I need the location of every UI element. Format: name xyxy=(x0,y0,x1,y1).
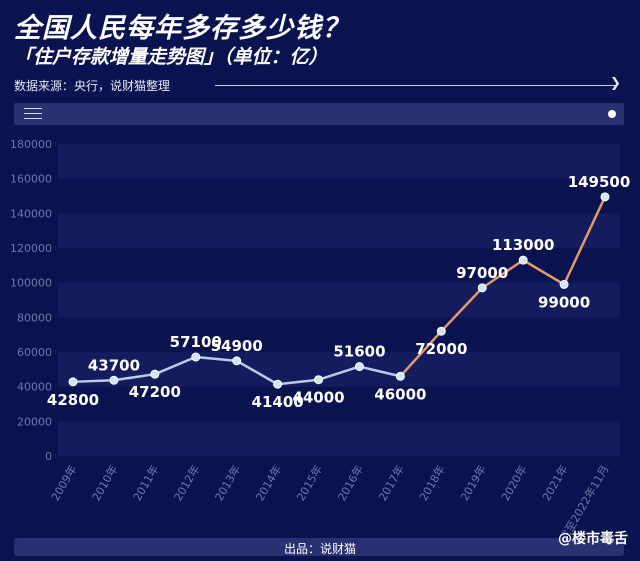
series-line-segment xyxy=(399,329,443,378)
data-label: 46000 xyxy=(374,385,426,403)
x-tick-label: 2011年 xyxy=(130,463,162,504)
data-label: 72000 xyxy=(415,340,467,358)
watermark: @楼市毒舌 xyxy=(558,531,628,547)
x-tick-label: 2019年 xyxy=(457,463,489,504)
footer-bar xyxy=(14,538,624,556)
chart-title: 全国人民每年多存多少钱？ xyxy=(14,13,350,44)
data-label: 41400 xyxy=(252,393,304,411)
y-tick-label: 100000 xyxy=(10,277,52,290)
series-line-segment xyxy=(194,355,238,363)
y-tick-label: 0 xyxy=(45,450,52,463)
grid-band xyxy=(58,213,620,248)
data-point xyxy=(232,356,242,366)
data-point xyxy=(477,283,487,293)
menu-icon[interactable] xyxy=(24,108,42,120)
data-label: 42800 xyxy=(47,391,99,409)
data-label: 99000 xyxy=(538,293,590,311)
series-line-segment xyxy=(562,195,607,286)
x-tick-label: 2009年 xyxy=(48,463,80,504)
chart-subtitle: 「住户存款增量走势图」（单位：亿） xyxy=(14,46,328,68)
data-point xyxy=(354,362,364,372)
data-point xyxy=(518,255,528,265)
grid-band xyxy=(58,421,620,456)
y-tick-label: 80000 xyxy=(17,311,52,324)
y-tick-label: 160000 xyxy=(10,173,52,186)
series-line-segment xyxy=(235,359,279,386)
x-tick-label: 2020年 xyxy=(498,463,530,504)
data-point xyxy=(68,377,78,387)
series-line-segment xyxy=(71,379,116,384)
series-line-segment xyxy=(440,286,484,333)
series-line-segment xyxy=(521,258,566,286)
series-line-segment xyxy=(276,378,320,386)
data-label: 54900 xyxy=(211,337,263,355)
data-point xyxy=(273,379,283,389)
data-label: 113000 xyxy=(492,236,555,254)
x-tick-label: 2018年 xyxy=(416,463,448,504)
x-tick-label: 2016年 xyxy=(334,463,366,504)
line-chart: 0 20000 40000 60000 80000 100000 120000 140000 1… xyxy=(10,138,631,535)
x-tick-label: 2017年 xyxy=(375,463,407,504)
x-tick-label: 2012年 xyxy=(171,463,203,504)
data-label: 51600 xyxy=(333,343,385,361)
chevron-right-icon: ❯ xyxy=(610,76,621,91)
y-tick-label: 40000 xyxy=(17,381,52,394)
data-label: 44000 xyxy=(292,389,344,407)
series-line-segment xyxy=(480,258,525,290)
x-tick-label: 2010年 xyxy=(89,463,121,504)
y-tick-label: 120000 xyxy=(10,242,52,255)
grid-band xyxy=(58,352,620,387)
data-point xyxy=(109,375,119,385)
data-label: 47200 xyxy=(129,383,181,401)
data-point xyxy=(191,352,201,362)
data-label: 57100 xyxy=(170,333,222,351)
footer-credit: 出品：说财猫 xyxy=(283,542,356,556)
dot-icon xyxy=(608,110,616,118)
y-tick-label: 60000 xyxy=(17,346,52,359)
x-tick-label: 2014年 xyxy=(253,463,285,504)
data-label: 97000 xyxy=(456,264,508,282)
data-point xyxy=(314,375,324,385)
data-label: 149500 xyxy=(568,173,631,191)
data-source: 数据来源：央行，说财猫整理 xyxy=(14,79,171,93)
source-divider xyxy=(215,85,615,86)
data-point xyxy=(395,371,405,381)
data-point xyxy=(436,326,446,336)
series-line-segment xyxy=(358,365,402,378)
series-line-segment xyxy=(153,355,198,376)
series-line-segment xyxy=(112,372,157,382)
series-line-segment xyxy=(317,365,361,381)
data-point xyxy=(559,279,569,289)
y-tick-label: 20000 xyxy=(17,415,52,428)
x-tick-label: 2021年 xyxy=(539,463,571,504)
grid-band xyxy=(58,282,620,318)
data-label: 43700 xyxy=(88,356,140,374)
x-tick-label: 2015年 xyxy=(294,463,326,504)
data-point xyxy=(600,192,610,202)
data-point xyxy=(150,369,160,379)
y-tick-label: 180000 xyxy=(10,138,52,151)
chart-toolbar xyxy=(14,103,624,125)
grid-band xyxy=(58,144,620,179)
y-tick-label: 140000 xyxy=(10,207,52,220)
x-tick-label: 2013年 xyxy=(212,463,244,504)
